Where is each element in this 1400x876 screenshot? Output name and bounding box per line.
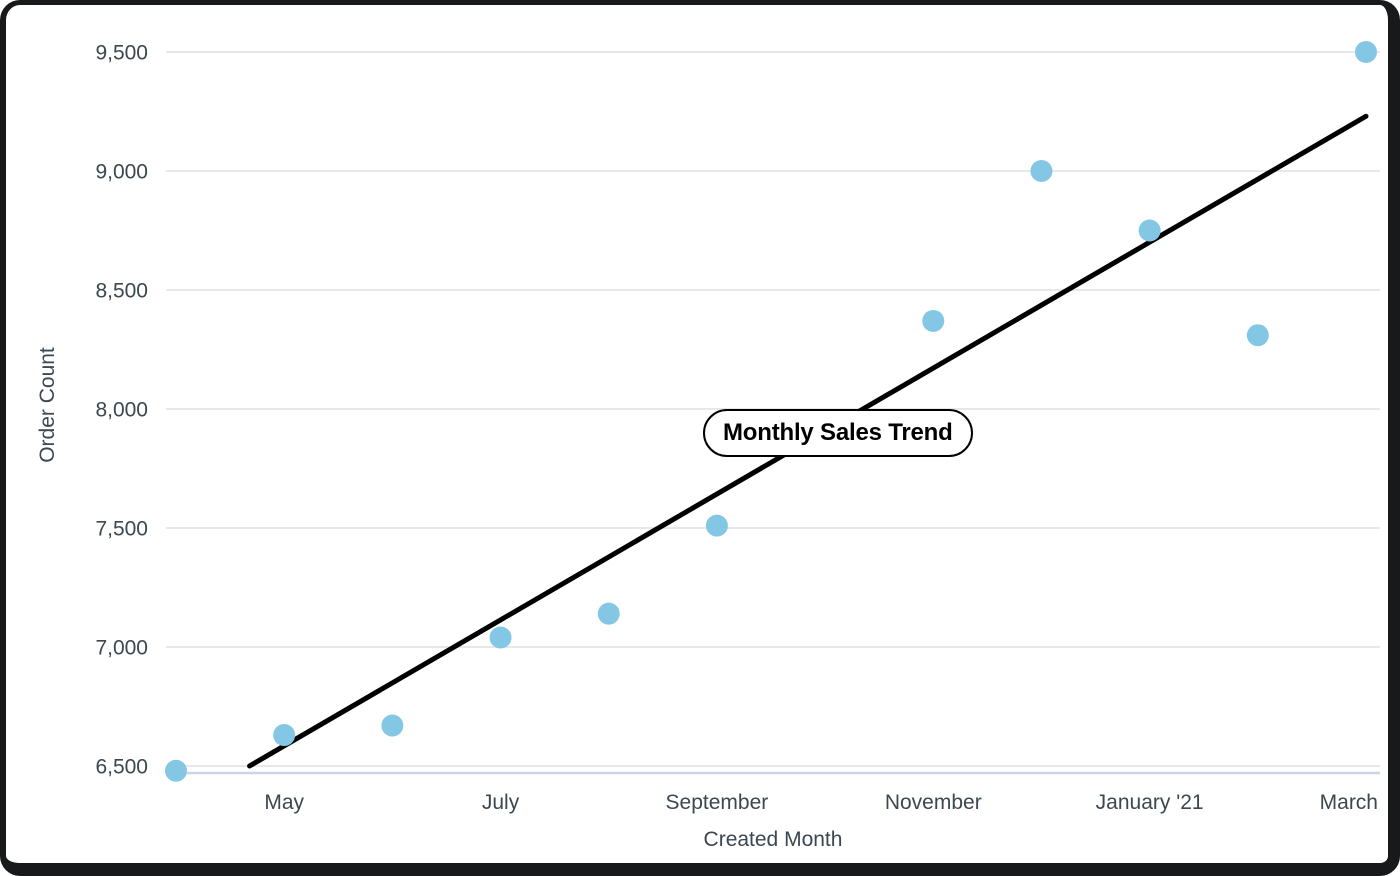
y-tick-label-7500: 7,500 [95, 518, 148, 541]
trend-label-badge: Monthly Sales Trend [703, 409, 973, 457]
x-tick-label-november: November [885, 791, 982, 814]
data-point-march[interactable] [1355, 41, 1377, 63]
y-tick-label-9500: 9,500 [95, 42, 148, 65]
data-point-july[interactable] [489, 626, 512, 649]
data-point-december[interactable] [1030, 160, 1053, 182]
y-tick-label-6500: 6,500 [95, 756, 148, 779]
x-tick-label-january-21: January '21 [1096, 791, 1204, 814]
data-point-june[interactable] [381, 714, 404, 737]
data-point-february[interactable] [1246, 324, 1269, 347]
y-tick-label-8500: 8,500 [95, 280, 148, 303]
y-tick-label-7000: 7,000 [95, 637, 148, 660]
data-point-april[interactable] [165, 759, 187, 782]
chart-title: Monthly Sales Trend [723, 419, 953, 446]
x-tick-label-may: May [264, 791, 304, 814]
data-point-may[interactable] [273, 724, 296, 747]
x-tick-label-march: March [1320, 791, 1378, 814]
data-point-january-21[interactable] [1138, 219, 1161, 242]
x-axis-title: Created Month [703, 828, 843, 851]
y-axis-title: Order Count [36, 347, 59, 463]
data-point-november[interactable] [922, 309, 945, 332]
data-point-august[interactable] [597, 602, 620, 625]
x-tick-label-september: September [666, 791, 769, 814]
y-tick-label-9000: 9,000 [95, 161, 148, 184]
data-point-september[interactable] [705, 514, 728, 537]
y-tick-label-8000: 8,000 [95, 399, 148, 422]
x-tick-label-july: July [482, 791, 520, 814]
